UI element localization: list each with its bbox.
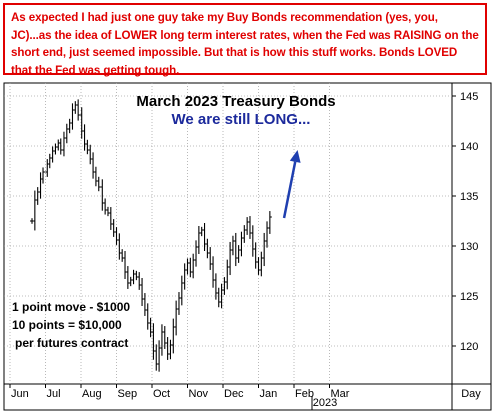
- price-bar: [267, 211, 272, 234]
- x-tick-label: Feb: [295, 388, 314, 400]
- chart-title: March 2023 Treasury Bonds: [136, 93, 335, 110]
- y-tick-label: 120: [460, 341, 478, 353]
- y-tick-label: 135: [460, 191, 478, 203]
- price-bar: [41, 167, 46, 184]
- y-tick-label: 130: [460, 241, 478, 253]
- x-tick-label: Dec: [224, 388, 244, 400]
- x-tick-label: Jun: [11, 388, 29, 400]
- chart-subtitle: We are still LONG...: [172, 111, 311, 128]
- x-tick-label: Day: [461, 388, 481, 400]
- x-tick-label: Jan: [260, 388, 278, 400]
- annotation-line-1: 1 point move - $1000: [12, 300, 130, 314]
- x-tick-labels: Jun Jul Aug Sep Oct Nov Dec Jan Feb Mar Day: [11, 388, 481, 400]
- commentary-note: As expected I had just one guy take my B…: [3, 3, 487, 77]
- x-tick-label: Jul: [47, 388, 61, 400]
- up-arrow-head-icon: [289, 150, 301, 163]
- x-tick-label: Sep: [118, 388, 138, 400]
- y-tick-label: 125: [460, 291, 478, 303]
- x-tick-label: Oct: [153, 388, 170, 400]
- x-tick-label: Nov: [189, 388, 209, 400]
- x-tick-label: Mar: [331, 388, 350, 400]
- y-tick-label: 140: [460, 141, 478, 153]
- annotation-line-2: 10 points = $10,000: [12, 318, 122, 332]
- up-arrow-icon: [282, 161, 297, 219]
- x-tick-label: Aug: [82, 388, 102, 400]
- annotation-line-3: per futures contract: [15, 336, 128, 350]
- y-tick-labels: 120 125 130 135 140 145: [460, 91, 478, 353]
- chart-frame: [3, 82, 492, 411]
- price-bars: [30, 99, 272, 372]
- x-year-label: 2023: [313, 397, 337, 409]
- y-tick-label: 145: [460, 91, 478, 103]
